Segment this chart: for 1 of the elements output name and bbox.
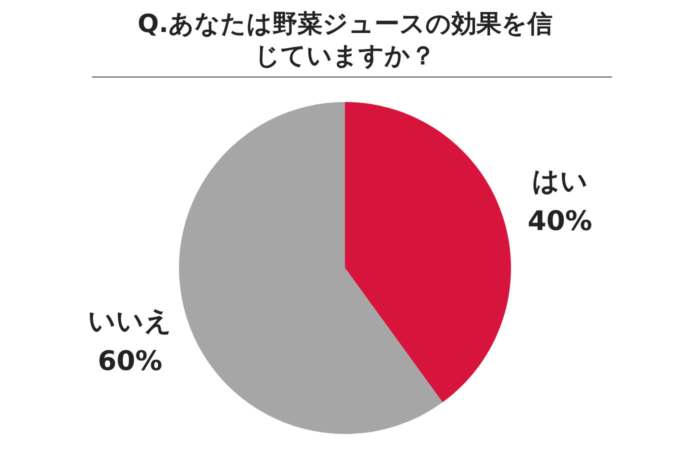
title: Q.あなたは野菜ジュースの効果を信じていますか？ xyxy=(138,9,552,70)
